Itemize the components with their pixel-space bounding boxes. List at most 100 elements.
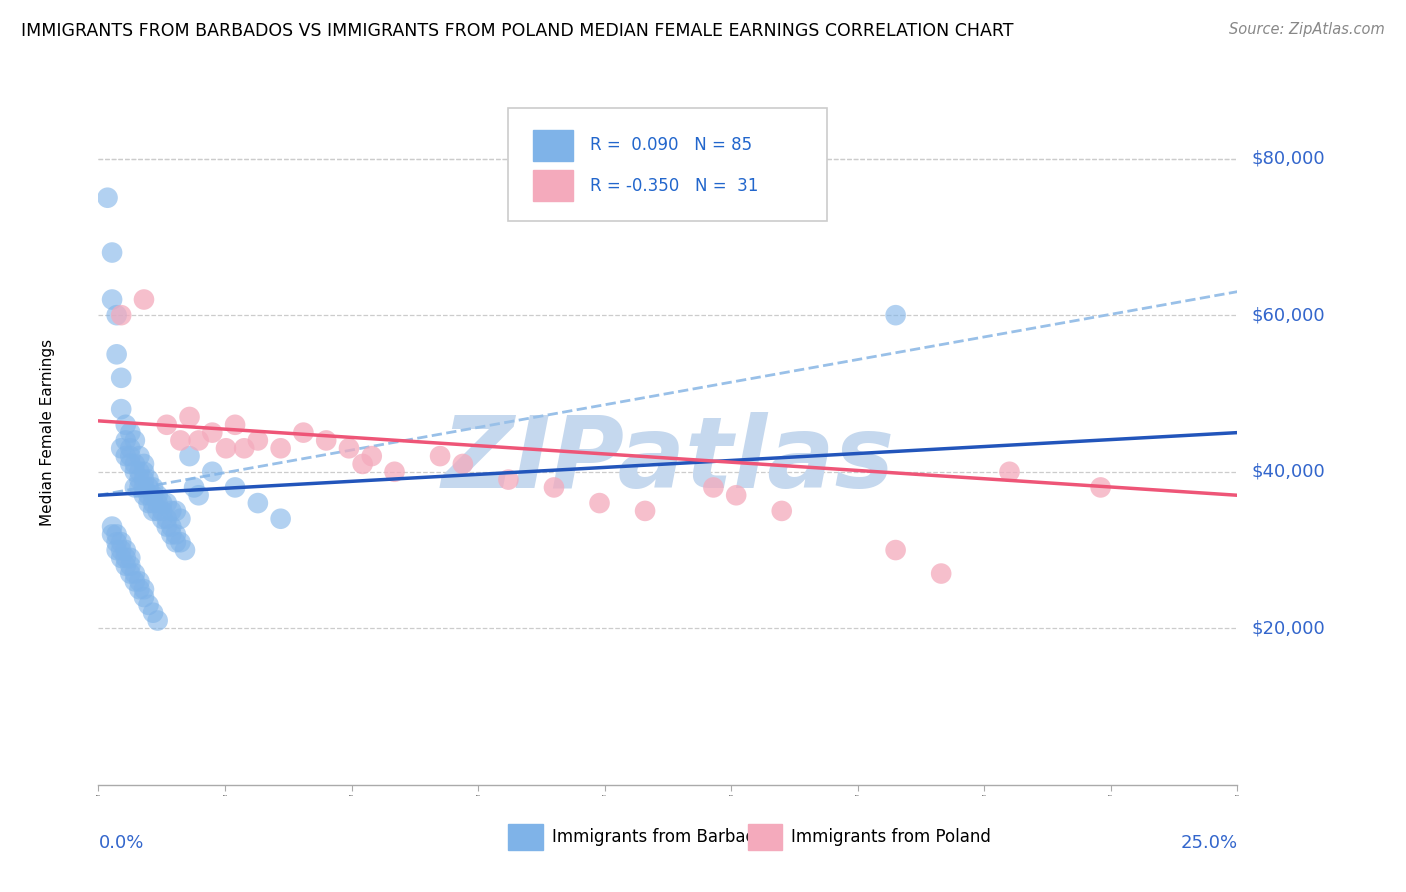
Point (233, 442, 256, 456)
Point (156, 496, 179, 510)
Point (120, 558, 142, 573)
Text: Source: ZipAtlas.com: Source: ZipAtlas.com (1229, 22, 1385, 37)
Point (169, 512, 191, 526)
Point (215, 442, 238, 456)
Point (702, 480, 724, 494)
Point (146, 496, 169, 510)
Point (451, 457, 474, 471)
Point (128, 465, 150, 479)
Point (138, 598, 160, 612)
Point (224, 417, 246, 432)
Point (270, 512, 292, 526)
Point (150, 504, 173, 518)
Point (110, 308, 132, 322)
Point (132, 293, 155, 307)
Point (114, 449, 136, 463)
Point (142, 480, 165, 494)
Point (105, 535, 128, 549)
Point (110, 550, 132, 565)
Point (101, 519, 124, 533)
Point (114, 550, 136, 565)
Point (588, 496, 610, 510)
Point (174, 543, 197, 558)
Point (146, 488, 169, 502)
Point (124, 574, 146, 589)
Text: Median Female Earnings: Median Female Earnings (39, 339, 55, 526)
Point (543, 480, 565, 494)
Point (146, 614, 169, 628)
Point (101, 527, 124, 541)
Point (114, 558, 136, 573)
Point (160, 527, 183, 541)
Text: ZIPatlas: ZIPatlas (441, 412, 894, 509)
Text: Immigrants from Poland: Immigrants from Poland (790, 828, 991, 847)
Point (429, 449, 451, 463)
Point (110, 442, 132, 456)
Point (132, 582, 155, 597)
Point (246, 496, 269, 510)
Point (110, 535, 132, 549)
Point (169, 535, 191, 549)
Point (224, 480, 246, 494)
Point (132, 465, 155, 479)
Text: 0.0%: 0.0% (98, 834, 143, 852)
Point (110, 543, 132, 558)
Point (132, 457, 155, 471)
Point (124, 457, 146, 471)
Point (337, 442, 360, 456)
Point (156, 512, 179, 526)
Point (770, 504, 793, 518)
Point (179, 409, 201, 424)
Point (138, 488, 160, 502)
Point (187, 488, 209, 502)
Point (160, 504, 183, 518)
Point (120, 442, 142, 456)
Bar (748, 823, 782, 850)
Point (142, 504, 165, 518)
Point (270, 442, 292, 456)
Point (146, 504, 169, 518)
Point (634, 504, 657, 518)
Point (124, 566, 146, 581)
Point (120, 425, 142, 440)
Point (142, 606, 165, 620)
Point (165, 535, 187, 549)
Point (105, 308, 128, 322)
Point (128, 480, 150, 494)
Point (725, 488, 748, 502)
Text: 25.0%: 25.0% (1180, 834, 1237, 852)
Point (929, 566, 952, 581)
Point (315, 434, 337, 448)
Point (160, 519, 183, 533)
Point (1090, 480, 1112, 494)
Point (138, 473, 160, 487)
Point (110, 371, 132, 385)
Point (124, 434, 146, 448)
Point (138, 496, 160, 510)
Point (96, 191, 118, 205)
Point (120, 550, 142, 565)
Point (183, 480, 205, 494)
Point (120, 457, 142, 471)
Point (120, 566, 142, 581)
Point (114, 543, 136, 558)
Point (132, 590, 155, 604)
Text: $20,000: $20,000 (1251, 619, 1324, 638)
Point (998, 465, 1021, 479)
Point (884, 308, 907, 322)
Point (246, 434, 269, 448)
Bar (533, 169, 574, 202)
Point (884, 543, 907, 558)
Point (150, 496, 173, 510)
Point (101, 245, 124, 260)
Point (201, 425, 224, 440)
Point (105, 527, 128, 541)
Point (156, 417, 179, 432)
Point (165, 504, 187, 518)
Point (120, 449, 142, 463)
Point (110, 402, 132, 417)
Point (360, 449, 382, 463)
FancyBboxPatch shape (509, 109, 827, 221)
Point (156, 519, 179, 533)
Text: R = -0.350   N =  31: R = -0.350 N = 31 (591, 177, 759, 195)
